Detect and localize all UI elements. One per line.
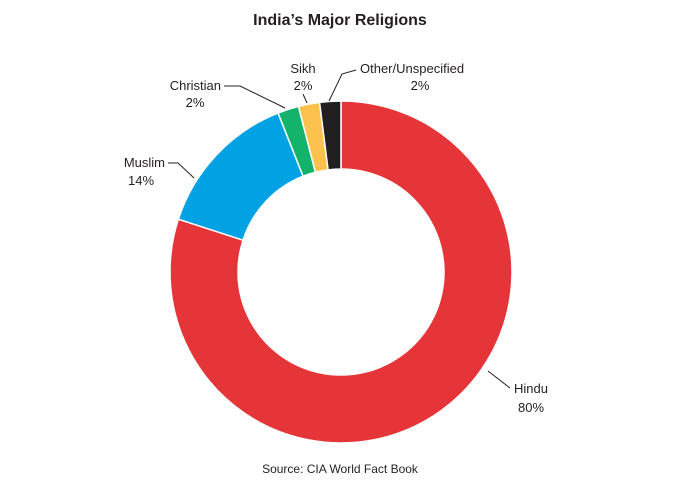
chart-title: India’s Major Religions xyxy=(253,12,427,29)
slice-other-unspecified xyxy=(318,100,342,171)
chart-source: Source: CIA World Fact Book xyxy=(262,462,418,476)
slices xyxy=(169,100,513,444)
slice-value-hindu: 80% xyxy=(518,400,544,415)
slice-label-muslim: Muslim xyxy=(124,155,165,170)
slice-label-other-unspecified: Other/Unspecified xyxy=(360,61,464,76)
slice-labels: Hindu 80% Muslim 14% Christian 2% Sikh 2% Other/… xyxy=(124,61,548,415)
slice-value-other-unspecified: 2% xyxy=(411,78,430,93)
slice-value-sikh: 2% xyxy=(294,78,313,93)
leader-line-other-unspecified xyxy=(328,69,357,102)
slice-label-sikh: Sikh xyxy=(290,61,315,76)
leader-line-hindu xyxy=(487,370,511,389)
leader-line-muslim xyxy=(168,162,195,179)
slice-muslim xyxy=(177,112,305,242)
leader-line-christian xyxy=(224,85,286,109)
leader-lines xyxy=(168,69,511,389)
slice-label-hindu: Hindu xyxy=(514,381,548,396)
slice-label-christian: Christian xyxy=(170,78,221,93)
slice-hindu xyxy=(169,100,513,444)
leader-line-sikh xyxy=(302,93,308,104)
slice-value-muslim: 14% xyxy=(128,173,154,188)
slice-value-christian: 2% xyxy=(186,95,205,110)
